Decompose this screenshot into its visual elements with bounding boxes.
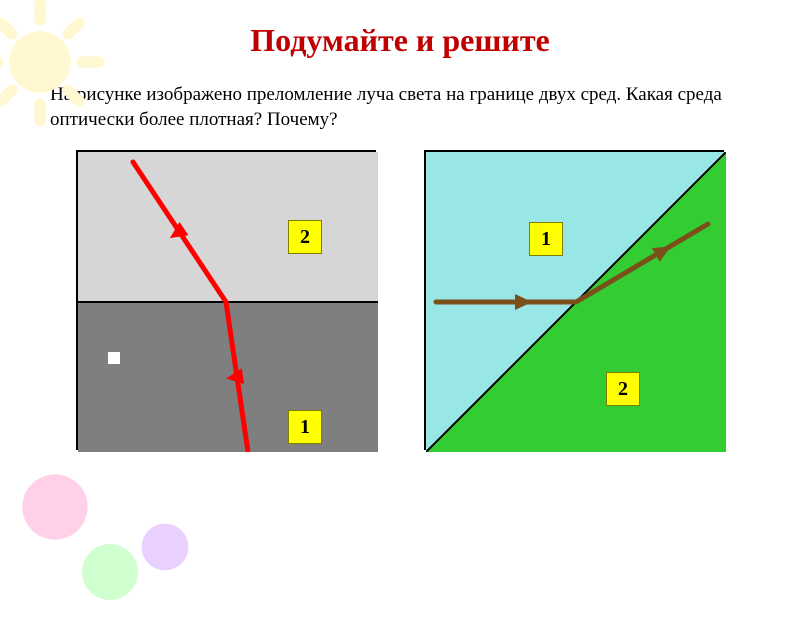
bg-bubble-1 (20, 472, 90, 542)
diagrams-row: 2 1 1 2 (0, 150, 800, 450)
label-left-medium-1: 1 (288, 410, 322, 444)
bg-bubble-2 (80, 542, 140, 602)
bg-bubble-3 (140, 522, 190, 572)
diagram-left-svg (78, 152, 378, 452)
diagram-right: 1 2 (424, 150, 724, 450)
label-left-medium-2: 2 (288, 220, 322, 254)
diagram-left: 2 1 (76, 150, 376, 450)
diagram-right-svg (426, 152, 726, 452)
page-title: Подумайте и решите (0, 22, 800, 59)
label-right-medium-2: 2 (606, 372, 640, 406)
label-right-medium-1: 1 (529, 222, 563, 256)
question-text: На рисунке изображено преломление луча с… (50, 83, 750, 132)
